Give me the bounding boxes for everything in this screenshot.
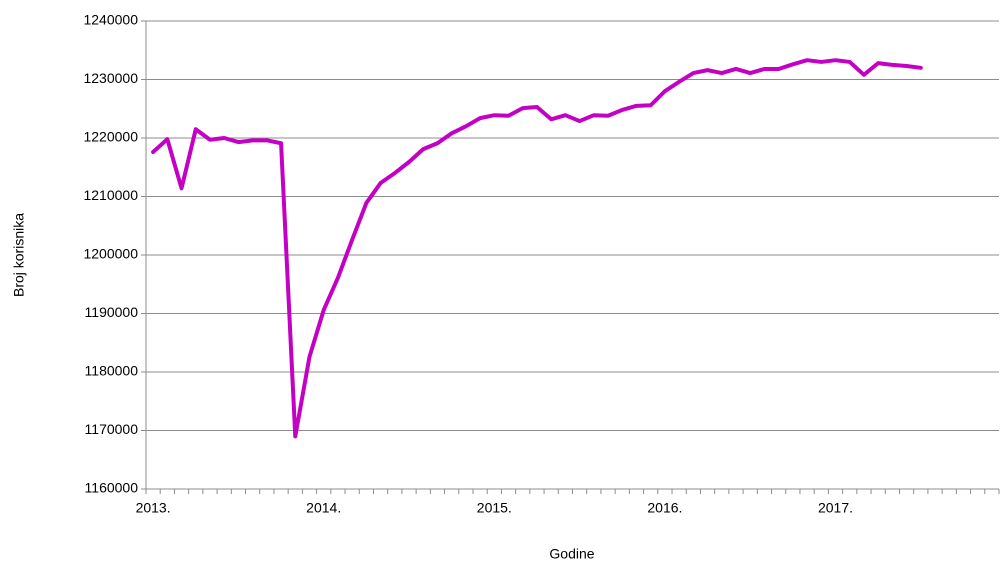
x-tick-label: 2013. — [136, 500, 171, 516]
y-tick-label: 1180000 — [85, 363, 139, 379]
x-tick-label: 2016. — [647, 500, 682, 516]
y-tick-label: 1200000 — [83, 246, 138, 262]
y-tick-label: 1230000 — [83, 70, 138, 86]
line-series — [151, 58, 923, 439]
x-tick-label: 2015. — [477, 500, 512, 516]
x-tick-label: 2017. — [818, 500, 853, 516]
x-tick-label: 2014. — [306, 500, 341, 516]
y-tick-label: 1190000 — [85, 304, 139, 320]
y-tick-label: 1170000 — [85, 421, 139, 437]
y-tick-label: 1210000 — [83, 187, 138, 203]
x-axis-label: Godine — [549, 546, 594, 562]
y-tick-label: 1220000 — [83, 129, 138, 145]
y-axis-label: Broj korisnika — [11, 213, 27, 297]
y-tick-label: 1160000 — [85, 480, 139, 496]
y-tick-label: 1240000 — [83, 12, 138, 28]
